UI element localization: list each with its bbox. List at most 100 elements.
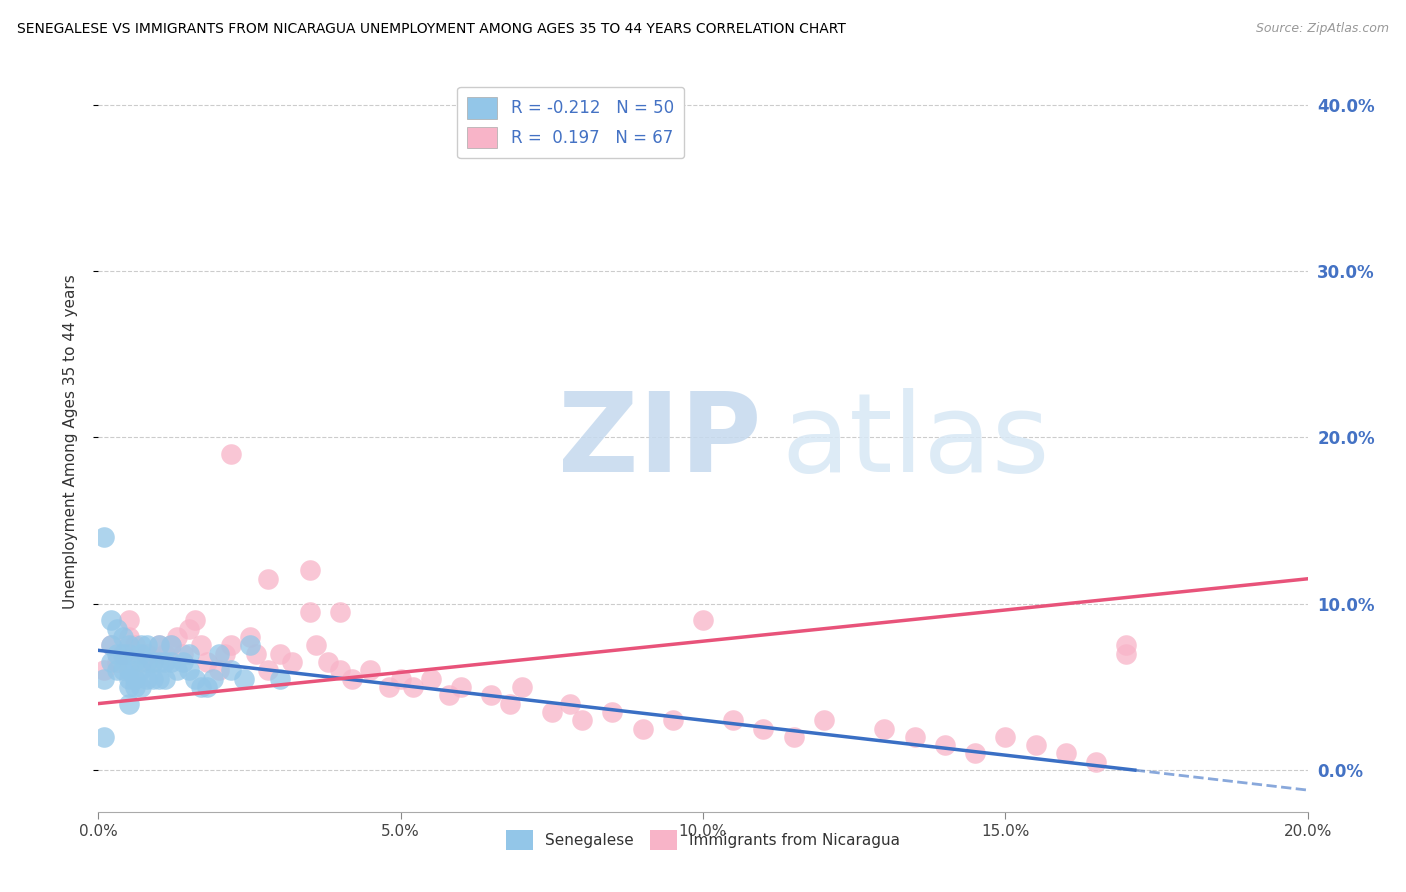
- Point: [135, 655, 157, 669]
- Point: [752, 722, 775, 736]
- Point: [172, 655, 194, 669]
- Point: [602, 705, 624, 719]
- Point: [202, 672, 225, 686]
- Point: [873, 722, 896, 736]
- Point: [93, 663, 115, 677]
- Point: [221, 638, 243, 652]
- Point: [1115, 647, 1137, 661]
- Point: [329, 663, 352, 677]
- Point: [420, 672, 443, 686]
- Legend: Senegalese, Immigrants from Nicaragua: Senegalese, Immigrants from Nicaragua: [499, 824, 907, 856]
- Point: [195, 680, 218, 694]
- Point: [360, 663, 382, 677]
- Point: [281, 655, 304, 669]
- Text: Source: ZipAtlas.com: Source: ZipAtlas.com: [1256, 22, 1389, 36]
- Point: [111, 663, 134, 677]
- Point: [934, 738, 956, 752]
- Point: [692, 614, 714, 628]
- Point: [994, 730, 1017, 744]
- Point: [124, 655, 146, 669]
- Point: [118, 680, 141, 694]
- Point: [148, 638, 170, 652]
- Point: [221, 663, 243, 677]
- Point: [184, 614, 207, 628]
- Point: [153, 655, 176, 669]
- Point: [437, 688, 460, 702]
- Point: [142, 655, 165, 669]
- Point: [129, 663, 152, 677]
- Point: [232, 672, 254, 686]
- Point: [342, 672, 364, 686]
- Point: [148, 655, 170, 669]
- Point: [179, 622, 201, 636]
- Point: [208, 663, 231, 677]
- Point: [160, 638, 183, 652]
- Point: [111, 647, 134, 661]
- Point: [135, 672, 157, 686]
- Point: [142, 672, 165, 686]
- Point: [965, 747, 987, 761]
- Point: [118, 663, 141, 677]
- Point: [153, 672, 176, 686]
- Point: [190, 680, 212, 694]
- Point: [377, 680, 399, 694]
- Point: [498, 697, 520, 711]
- Point: [93, 730, 115, 744]
- Point: [135, 638, 157, 652]
- Point: [135, 647, 157, 661]
- Point: [160, 638, 183, 652]
- Point: [783, 730, 806, 744]
- Point: [166, 630, 188, 644]
- Point: [100, 655, 122, 669]
- Point: [195, 655, 218, 669]
- Point: [316, 655, 339, 669]
- Y-axis label: Unemployment Among Ages 35 to 44 years: Unemployment Among Ages 35 to 44 years: [63, 274, 77, 609]
- Point: [129, 655, 152, 669]
- Point: [118, 630, 141, 644]
- Point: [214, 647, 236, 661]
- Point: [118, 697, 141, 711]
- Point: [510, 680, 533, 694]
- Point: [1054, 747, 1077, 761]
- Point: [661, 713, 683, 727]
- Point: [179, 663, 201, 677]
- Point: [148, 672, 170, 686]
- Point: [813, 713, 835, 727]
- Point: [118, 672, 141, 686]
- Text: SENEGALESE VS IMMIGRANTS FROM NICARAGUA UNEMPLOYMENT AMONG AGES 35 TO 44 YEARS C: SENEGALESE VS IMMIGRANTS FROM NICARAGUA …: [17, 22, 846, 37]
- Point: [105, 655, 128, 669]
- Point: [172, 647, 194, 661]
- Point: [105, 647, 128, 661]
- Point: [118, 647, 141, 661]
- Point: [450, 680, 472, 694]
- Point: [190, 638, 212, 652]
- Point: [129, 647, 152, 661]
- Point: [256, 663, 278, 677]
- Point: [239, 630, 262, 644]
- Point: [111, 647, 134, 661]
- Point: [402, 680, 425, 694]
- Point: [124, 672, 146, 686]
- Point: [100, 614, 122, 628]
- Point: [245, 647, 267, 661]
- Point: [160, 655, 183, 669]
- Point: [100, 638, 122, 652]
- Point: [540, 705, 562, 719]
- Point: [153, 647, 176, 661]
- Point: [129, 638, 152, 652]
- Point: [631, 722, 654, 736]
- Point: [208, 647, 231, 661]
- Point: [723, 713, 745, 727]
- Point: [148, 638, 170, 652]
- Point: [179, 647, 201, 661]
- Point: [129, 680, 152, 694]
- Point: [269, 672, 291, 686]
- Point: [389, 672, 412, 686]
- Point: [166, 663, 188, 677]
- Point: [221, 447, 243, 461]
- Point: [100, 638, 122, 652]
- Point: [481, 688, 503, 702]
- Point: [1024, 738, 1046, 752]
- Point: [299, 564, 322, 578]
- Point: [299, 605, 322, 619]
